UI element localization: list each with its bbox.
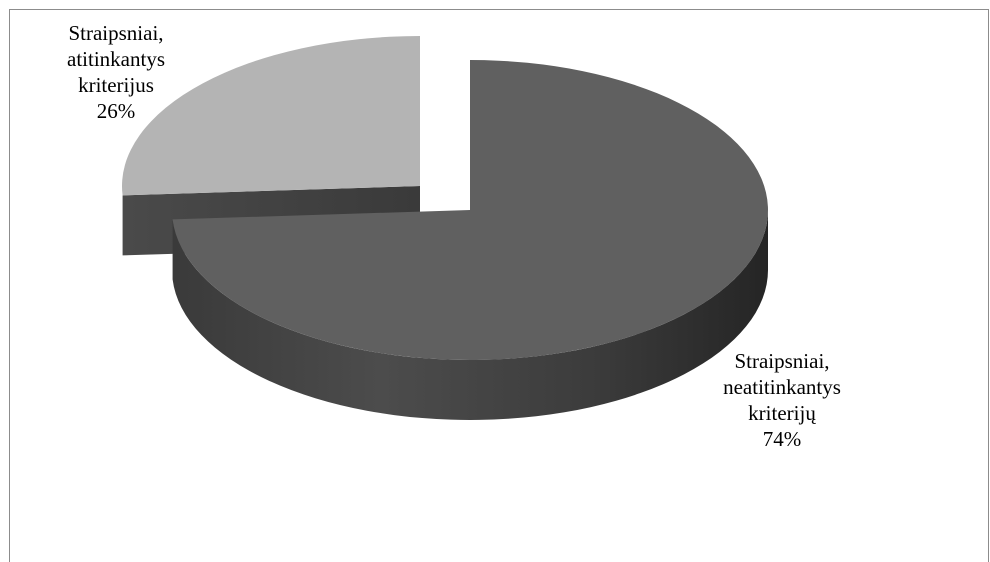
slice-label-atitinkantys: Straipsniai, atitinkantys kriterijus 26% <box>36 20 196 124</box>
slice-label-line: neatitinkantys <box>723 375 841 399</box>
pie-slice-top <box>122 36 420 196</box>
pie-slice-side-wall <box>172 210 769 421</box>
slice-value-label: 26% <box>96 99 136 123</box>
slice-label-line: kriterijų <box>748 401 816 425</box>
pie-slice-0 <box>172 60 769 421</box>
slice-label-neatitinkantys: Straipsniai, neatitinkantys kriterijų 74… <box>697 348 867 452</box>
pie-slice-top <box>172 60 768 360</box>
slice-label-line: Straipsniai, <box>68 21 164 45</box>
slice-value-label: 74% <box>762 427 802 451</box>
slice-label-line: atitinkantys <box>67 47 165 71</box>
slice-label-line: kriterijus <box>78 73 154 97</box>
slice-label-line: Straipsniai, <box>734 349 830 373</box>
